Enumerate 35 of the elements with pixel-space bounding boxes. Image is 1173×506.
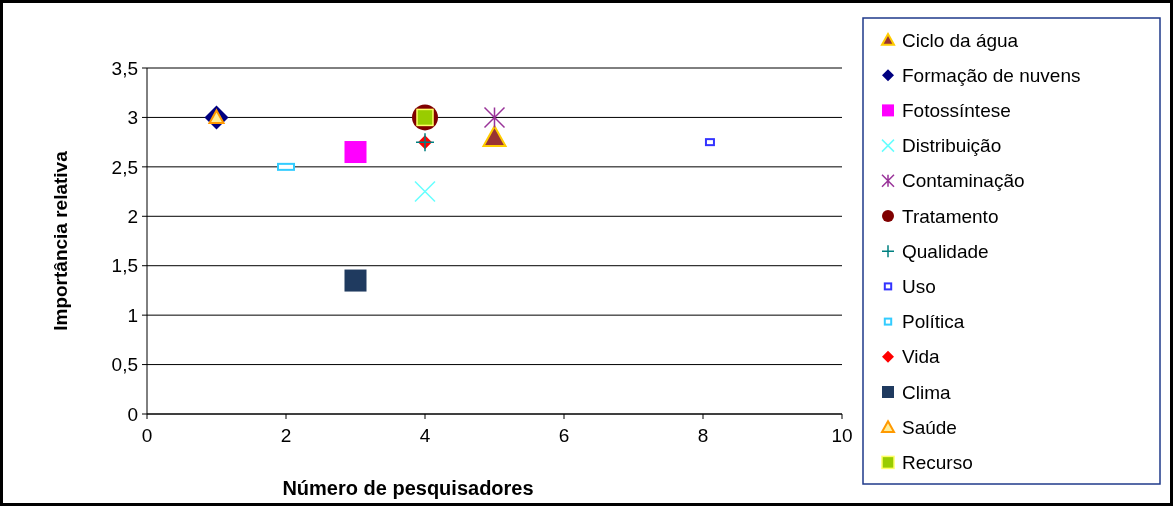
x-tick-label: 4 — [419, 425, 431, 446]
point — [414, 180, 436, 203]
legend-label: Uso — [902, 276, 936, 298]
y-tick-label: 2,5 — [111, 156, 138, 178]
y-tick-label: 0,5 — [111, 354, 138, 376]
y-tick-label: 3 — [127, 107, 138, 129]
x-tick-label: 0 — [141, 425, 153, 446]
legend-label: Recurso — [902, 452, 973, 474]
x-tick-label: 10 — [831, 425, 853, 446]
y-tick-label: 0 — [127, 403, 138, 425]
x-tick-label: 6 — [558, 425, 570, 446]
x-tick-label: 2 — [280, 425, 292, 446]
legend-label: Política — [902, 311, 965, 333]
legend-label: Fotossíntese — [902, 100, 1011, 122]
point — [483, 106, 506, 129]
legend-label: Distribuição — [902, 135, 1002, 157]
legend-label: Qualidade — [902, 240, 989, 262]
legend-label: Contaminação — [902, 170, 1025, 192]
y-axis-title: Importância relativa — [50, 150, 71, 331]
x-tick-label: 8 — [697, 425, 709, 446]
legend-label: Ciclo da água — [902, 29, 1019, 51]
point — [482, 125, 507, 147]
legend-label: Formação de nuvens — [902, 64, 1081, 86]
point — [344, 141, 367, 164]
legend-label: Clima — [902, 381, 951, 403]
point — [344, 269, 367, 292]
x-axis-title: Número de pesquisadores — [282, 477, 534, 499]
y-tick-label: 1,5 — [111, 255, 138, 277]
y-tick-label: 1 — [127, 304, 138, 326]
legend-label: Vida — [902, 346, 941, 368]
legend-label: Tratamento — [902, 205, 999, 227]
point — [704, 138, 715, 147]
legend-label: Saúde — [902, 416, 957, 438]
y-tick-label: 3,5 — [111, 57, 138, 79]
y-tick-label: 2 — [127, 205, 138, 227]
